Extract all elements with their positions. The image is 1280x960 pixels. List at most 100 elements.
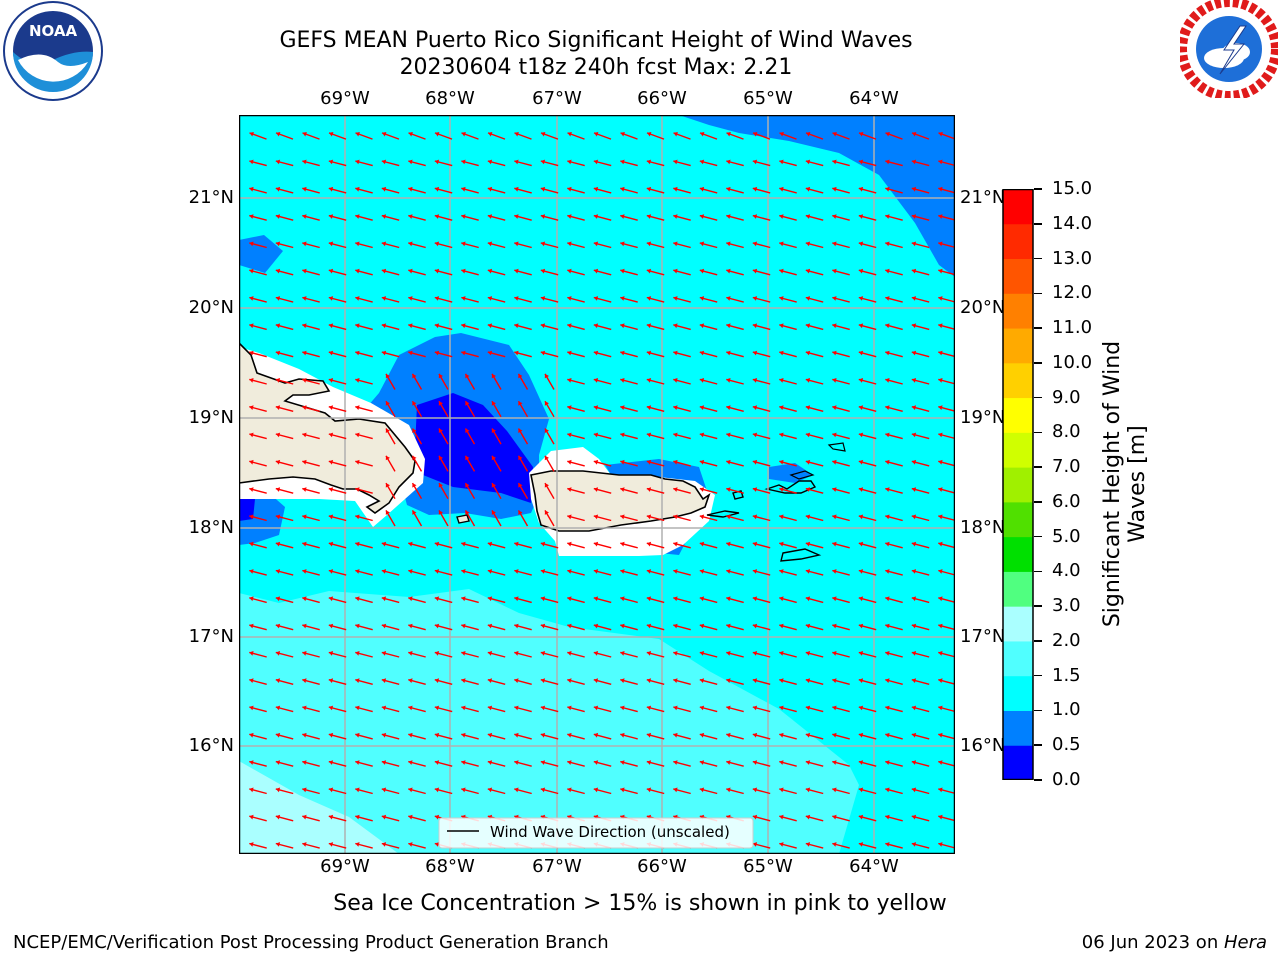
colorbar-tick-label: 12.0 [1052, 282, 1093, 304]
wave-direction-arrowhead [620, 787, 625, 793]
wave-direction-arrowhead [752, 596, 758, 602]
wave-direction-arrowhead [832, 651, 837, 656]
wave-direction-arrowhead [302, 596, 307, 602]
colorbar-tick-label: 1.5 [1052, 664, 1081, 686]
wave-direction-arrowhead [832, 268, 837, 274]
colorbar-tick-mark [1034, 396, 1042, 399]
wave-direction-arrowhead [540, 541, 546, 547]
wave-direction-arrowhead [779, 814, 784, 820]
footer-date-text: 06 Jun 2023 on [1081, 932, 1224, 953]
wave-direction-arrowhead [938, 241, 943, 247]
wave-direction-arrowhead [673, 760, 678, 765]
wave-direction-arrowhead [805, 651, 811, 656]
wave-direction-arrowhead [673, 705, 678, 711]
wave-direction-arrowhead [593, 487, 599, 492]
wave-direction-arrowhead [275, 214, 281, 219]
wave-direction-arrowhead [858, 787, 864, 793]
wave-direction-arrowhead [275, 378, 281, 383]
wave-direction-arrowhead [832, 623, 837, 629]
map-legend: Wind Wave Direction (unscaled) [438, 817, 754, 849]
wave-direction-arrowhead [249, 214, 254, 219]
wave-direction-arrowhead [487, 623, 493, 629]
wave-direction-arrowhead [699, 514, 705, 520]
wave-direction-arrowhead [355, 760, 360, 765]
wave-direction-arrowhead [805, 623, 811, 629]
wave-direction-arrowhead [726, 132, 731, 137]
wave-direction-arrowhead [328, 596, 334, 602]
wave-direction-arrowhead [752, 541, 758, 547]
wave-direction-arrowhead [832, 842, 837, 847]
wave-direction-arrowhead [275, 241, 281, 247]
wave-direction-arrowhead [752, 159, 758, 165]
wave-direction-arrowhead [381, 596, 387, 602]
wave-direction-arrowhead [275, 159, 281, 165]
wave-direction-arrowhead [275, 487, 281, 492]
chart-subtitle: 20230604 t18z 240h fcst Max: 2.21 [399, 55, 793, 80]
wave-direction-arrowhead [938, 405, 943, 410]
wave-direction-arrowhead [302, 405, 307, 410]
wave-direction-arrowhead [491, 483, 496, 488]
wave-direction-arrowhead [249, 569, 254, 574]
colorbar-tick-mark [1034, 223, 1042, 225]
wave-direction-arrowhead [434, 186, 440, 192]
wave-direction-arrowhead [911, 596, 917, 602]
lon-tick-top: 66°W [637, 88, 687, 109]
wave-direction-arrowhead [646, 268, 652, 274]
wave-direction-arrowhead [567, 214, 572, 219]
wave-direction-arrowhead [408, 569, 413, 574]
wave-direction-arrowhead [408, 623, 413, 629]
lon-tick-top: 68°W [425, 88, 475, 109]
wind-wave-arrows [249, 132, 955, 849]
wave-direction-arrowhead [382, 132, 387, 137]
wave-direction-arrowhead [434, 787, 440, 793]
wave-direction-arrowhead [355, 814, 360, 820]
wave-direction-arrowhead [938, 569, 943, 574]
wave-direction-arrowhead [832, 814, 837, 820]
wave-direction-arrowhead [885, 814, 890, 820]
wave-direction-arrowhead [646, 705, 652, 711]
wave-direction-arrowhead [620, 487, 625, 492]
wave-direction-arrowhead [779, 378, 784, 383]
wave-direction-arrowhead [408, 678, 413, 683]
wave-direction-arrowhead [911, 159, 917, 165]
wave-direction-arrowhead [646, 541, 652, 547]
wave-direction-arrowhead [302, 541, 307, 547]
wave-direction-arrowhead [381, 323, 387, 329]
wave-direction-arrowhead [911, 569, 917, 574]
wave-direction-arrowhead [328, 678, 334, 683]
wave-direction-arrowhead [518, 483, 523, 488]
wave-direction-arrowhead [275, 432, 281, 438]
wave-direction-arrowhead [408, 296, 413, 301]
colorbar-tick-mark [1034, 674, 1042, 677]
wave-direction-arrowhead [832, 378, 837, 383]
wave-direction-arrowhead [726, 378, 731, 383]
wave-direction-arrowhead [514, 651, 519, 656]
colorbar-swatch [1003, 745, 1033, 780]
colorbar-tick-label: 13.0 [1052, 247, 1093, 269]
wave-direction-arrowhead [434, 596, 440, 602]
wave-direction-arrowhead [726, 651, 731, 656]
wave-direction-arrowhead [673, 186, 678, 192]
wave-direction-arrowhead [302, 241, 307, 247]
wave-direction-arrowhead [620, 323, 625, 329]
wave-direction-arrowhead [487, 350, 493, 356]
wave-direction-arrowhead [461, 596, 466, 602]
wave-direction-arrowhead [461, 241, 466, 247]
wave-direction-arrowhead [885, 405, 890, 410]
wave-direction-arrowhead [699, 186, 705, 192]
wave-direction-arrowhead [355, 350, 360, 356]
wave-direction-arrowhead [514, 241, 519, 247]
wave-direction-arrowhead [699, 350, 705, 356]
wave-direction-arrowhead [885, 678, 890, 683]
wave-direction-arrowhead [381, 705, 387, 711]
wave-direction-arrowhead [673, 487, 678, 492]
wave-direction-arrowhead [491, 510, 496, 515]
wave-direction-arrowhead [805, 323, 811, 329]
wave-direction-arrowhead [567, 378, 572, 383]
wave-direction-arrowhead [620, 459, 625, 465]
wave-direction-arrowhead [911, 623, 917, 629]
wave-direction-arrowhead [858, 487, 864, 492]
wave-direction-arrowhead [275, 760, 281, 765]
wave-direction-arrowhead [593, 514, 599, 520]
wave-direction-arrowhead [593, 186, 599, 192]
